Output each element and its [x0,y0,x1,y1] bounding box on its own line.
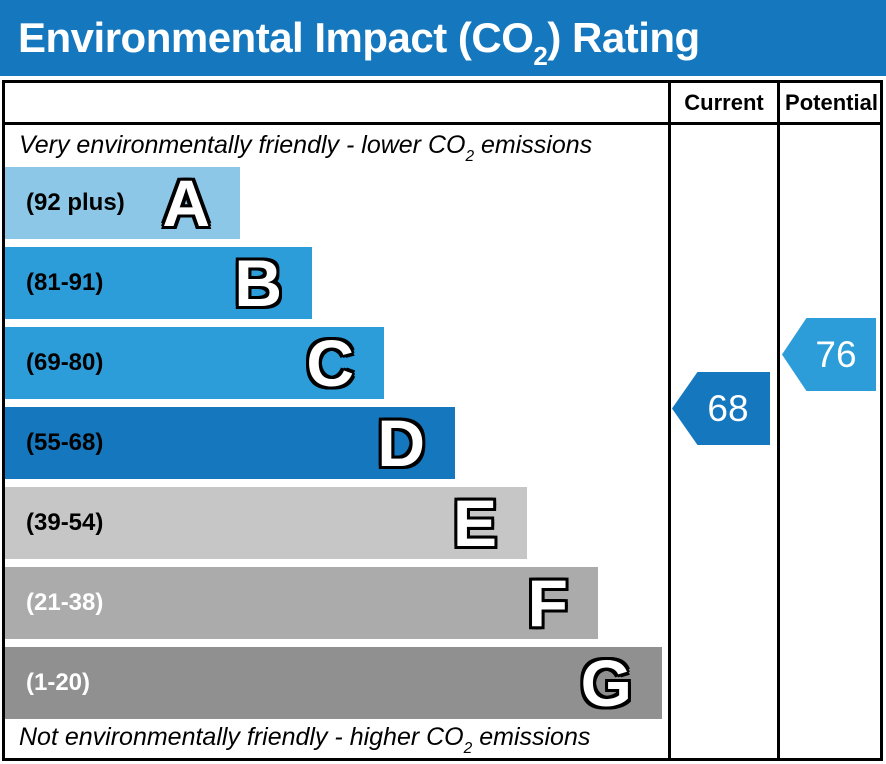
band-row-g: (1-20) G [5,647,662,719]
potential-rating-value: 76 [815,333,857,375]
top-caption: Very environmentally friendly - lower CO… [19,131,593,164]
top-caption-subscript: 2 [465,147,475,165]
potential-rating-arrow: 76 [782,318,876,391]
page-title: Environmental Impact (CO2) Rating [18,14,700,69]
page-title-subscript: 2 [533,40,548,71]
current-column-divider [668,80,671,761]
band-row-a: (92 plus) A [5,167,240,239]
current-column-header: Current [684,89,764,115]
band-range-label-g: (1-20) [26,669,91,696]
band-letter-g: G [580,646,632,720]
band-range-label-a: (92 plus) [26,189,125,216]
rating-table-border [2,80,883,761]
bottom-caption-subscript: 2 [463,739,473,757]
band-letter-f: F [527,566,568,640]
band-letter-d: D [377,406,425,480]
potential-column-header: Potential [785,89,878,115]
band-range-label-c: (69-80) [26,349,104,376]
band-letter-e: E [452,486,497,560]
page-title-suffix: ) Rating [547,14,700,61]
band-row-e: (39-54) E [5,487,527,559]
bottom-caption: Not environmentally friendly - higher CO… [19,723,591,756]
band-letter-b: B [234,246,282,320]
current-rating-value: 68 [707,387,749,429]
band-row-c: (69-80) C [5,327,384,399]
band-row-d: (55-68) D [5,407,455,479]
header-row-divider [2,122,883,125]
band-letter-c: C [306,326,354,400]
bottom-caption-suffix: emissions [472,723,591,751]
band-row-b: (81-91) B [5,247,312,319]
band-range-label-f: (21-38) [26,589,104,616]
band-range-label-e: (39-54) [26,509,104,536]
chart-title-bar: Environmental Impact (CO2) Rating [0,0,886,76]
band-range-label-d: (55-68) [26,429,104,456]
top-caption-text: Very environmentally friendly - lower CO [19,131,466,159]
band-range-label-b: (81-91) [26,269,104,296]
potential-column-divider [777,80,780,761]
band-row-f: (21-38) F [5,567,598,639]
bottom-caption-text: Not environmentally friendly - higher CO [19,723,464,751]
top-caption-suffix: emissions [474,131,593,159]
page-title-text: Environmental Impact (CO [18,14,534,61]
band-letter-a: A [162,166,210,240]
